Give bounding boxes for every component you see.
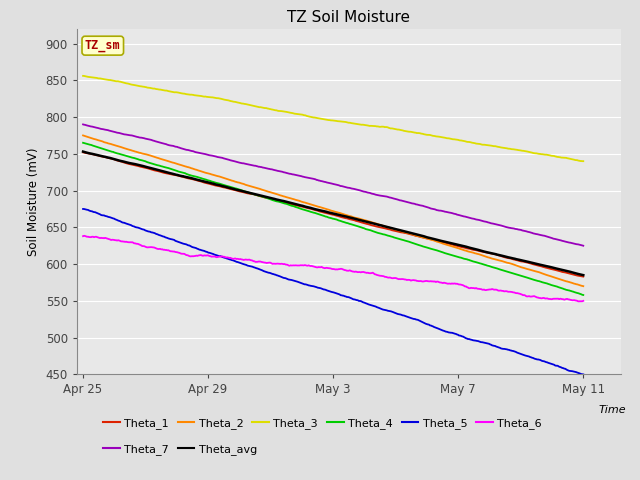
Theta_7 (568, 240, 575, 246)
Theta_2 (350, 215, 358, 220)
Theta_1 (317, 209, 324, 215)
Theta_6 (318, 264, 326, 270)
Theta_2 (489, 256, 497, 262)
Theta_6 (79, 233, 87, 239)
Line: Theta_6: Theta_6 (83, 236, 583, 301)
Line: Theta_3: Theta_3 (83, 76, 583, 161)
Theta_4 (579, 292, 587, 298)
Theta_5 (317, 285, 324, 291)
Theta_avg (79, 149, 87, 155)
Theta_7 (320, 179, 328, 184)
Theta_1 (320, 210, 328, 216)
Theta_1 (377, 225, 385, 230)
Theta_3 (377, 124, 385, 130)
Line: Theta_5: Theta_5 (83, 209, 583, 374)
Theta_3 (579, 158, 587, 164)
Theta_7 (489, 221, 497, 227)
Theta_avg (377, 222, 385, 228)
Theta_4 (350, 222, 358, 228)
Theta_2 (377, 222, 385, 228)
Theta_2 (579, 283, 587, 289)
Legend: Theta_7, Theta_avg: Theta_7, Theta_avg (99, 439, 262, 459)
Theta_7 (79, 121, 87, 127)
Theta_avg (350, 216, 358, 221)
Line: Theta_1: Theta_1 (83, 152, 583, 276)
Theta_6 (378, 273, 386, 279)
Text: Time: Time (599, 405, 627, 415)
Theta_3 (317, 116, 324, 121)
Theta_6 (321, 265, 328, 271)
Theta_6 (568, 298, 576, 303)
Theta_avg (320, 208, 328, 214)
Theta_2 (568, 280, 575, 286)
Theta_5 (79, 206, 87, 212)
Theta_4 (377, 231, 385, 237)
Theta_6 (351, 269, 358, 275)
Theta_1 (568, 271, 575, 277)
Theta_3 (350, 120, 358, 126)
Theta_7 (317, 178, 324, 184)
Theta_2 (317, 204, 324, 210)
Line: Theta_7: Theta_7 (83, 124, 583, 246)
Theta_1 (579, 274, 587, 279)
Theta_1 (79, 149, 87, 155)
Theta_avg (568, 269, 575, 275)
Line: Theta_4: Theta_4 (83, 143, 583, 295)
Theta_3 (320, 116, 328, 122)
Theta_7 (377, 193, 385, 199)
Theta_7 (579, 243, 587, 249)
Theta_5 (489, 343, 497, 348)
Theta_5 (579, 372, 587, 377)
Theta_1 (350, 217, 358, 223)
Y-axis label: Soil Moisture (mV): Soil Moisture (mV) (27, 147, 40, 256)
Theta_4 (489, 264, 497, 270)
Text: TZ_sm: TZ_sm (85, 39, 120, 52)
Theta_5 (568, 368, 575, 374)
Line: Theta_avg: Theta_avg (83, 152, 583, 275)
Theta_4 (79, 140, 87, 145)
Line: Theta_2: Theta_2 (83, 135, 583, 286)
Theta_2 (320, 205, 328, 211)
Theta_7 (350, 186, 358, 192)
Theta_6 (579, 298, 587, 304)
Theta_4 (568, 288, 575, 294)
Theta_4 (317, 212, 324, 217)
Theta_5 (320, 287, 328, 292)
Theta_5 (350, 297, 358, 302)
Theta_3 (568, 156, 575, 162)
Theta_6 (575, 299, 582, 304)
Theta_6 (80, 233, 88, 239)
Theta_1 (489, 251, 497, 257)
Theta_6 (490, 287, 498, 292)
Theta_avg (489, 251, 497, 256)
Theta_3 (489, 143, 497, 149)
Theta_4 (320, 213, 328, 219)
Title: TZ Soil Moisture: TZ Soil Moisture (287, 10, 410, 25)
Theta_avg (579, 272, 587, 278)
Theta_3 (79, 73, 87, 79)
Theta_5 (377, 306, 385, 312)
Theta_avg (317, 207, 324, 213)
Theta_2 (79, 132, 87, 138)
